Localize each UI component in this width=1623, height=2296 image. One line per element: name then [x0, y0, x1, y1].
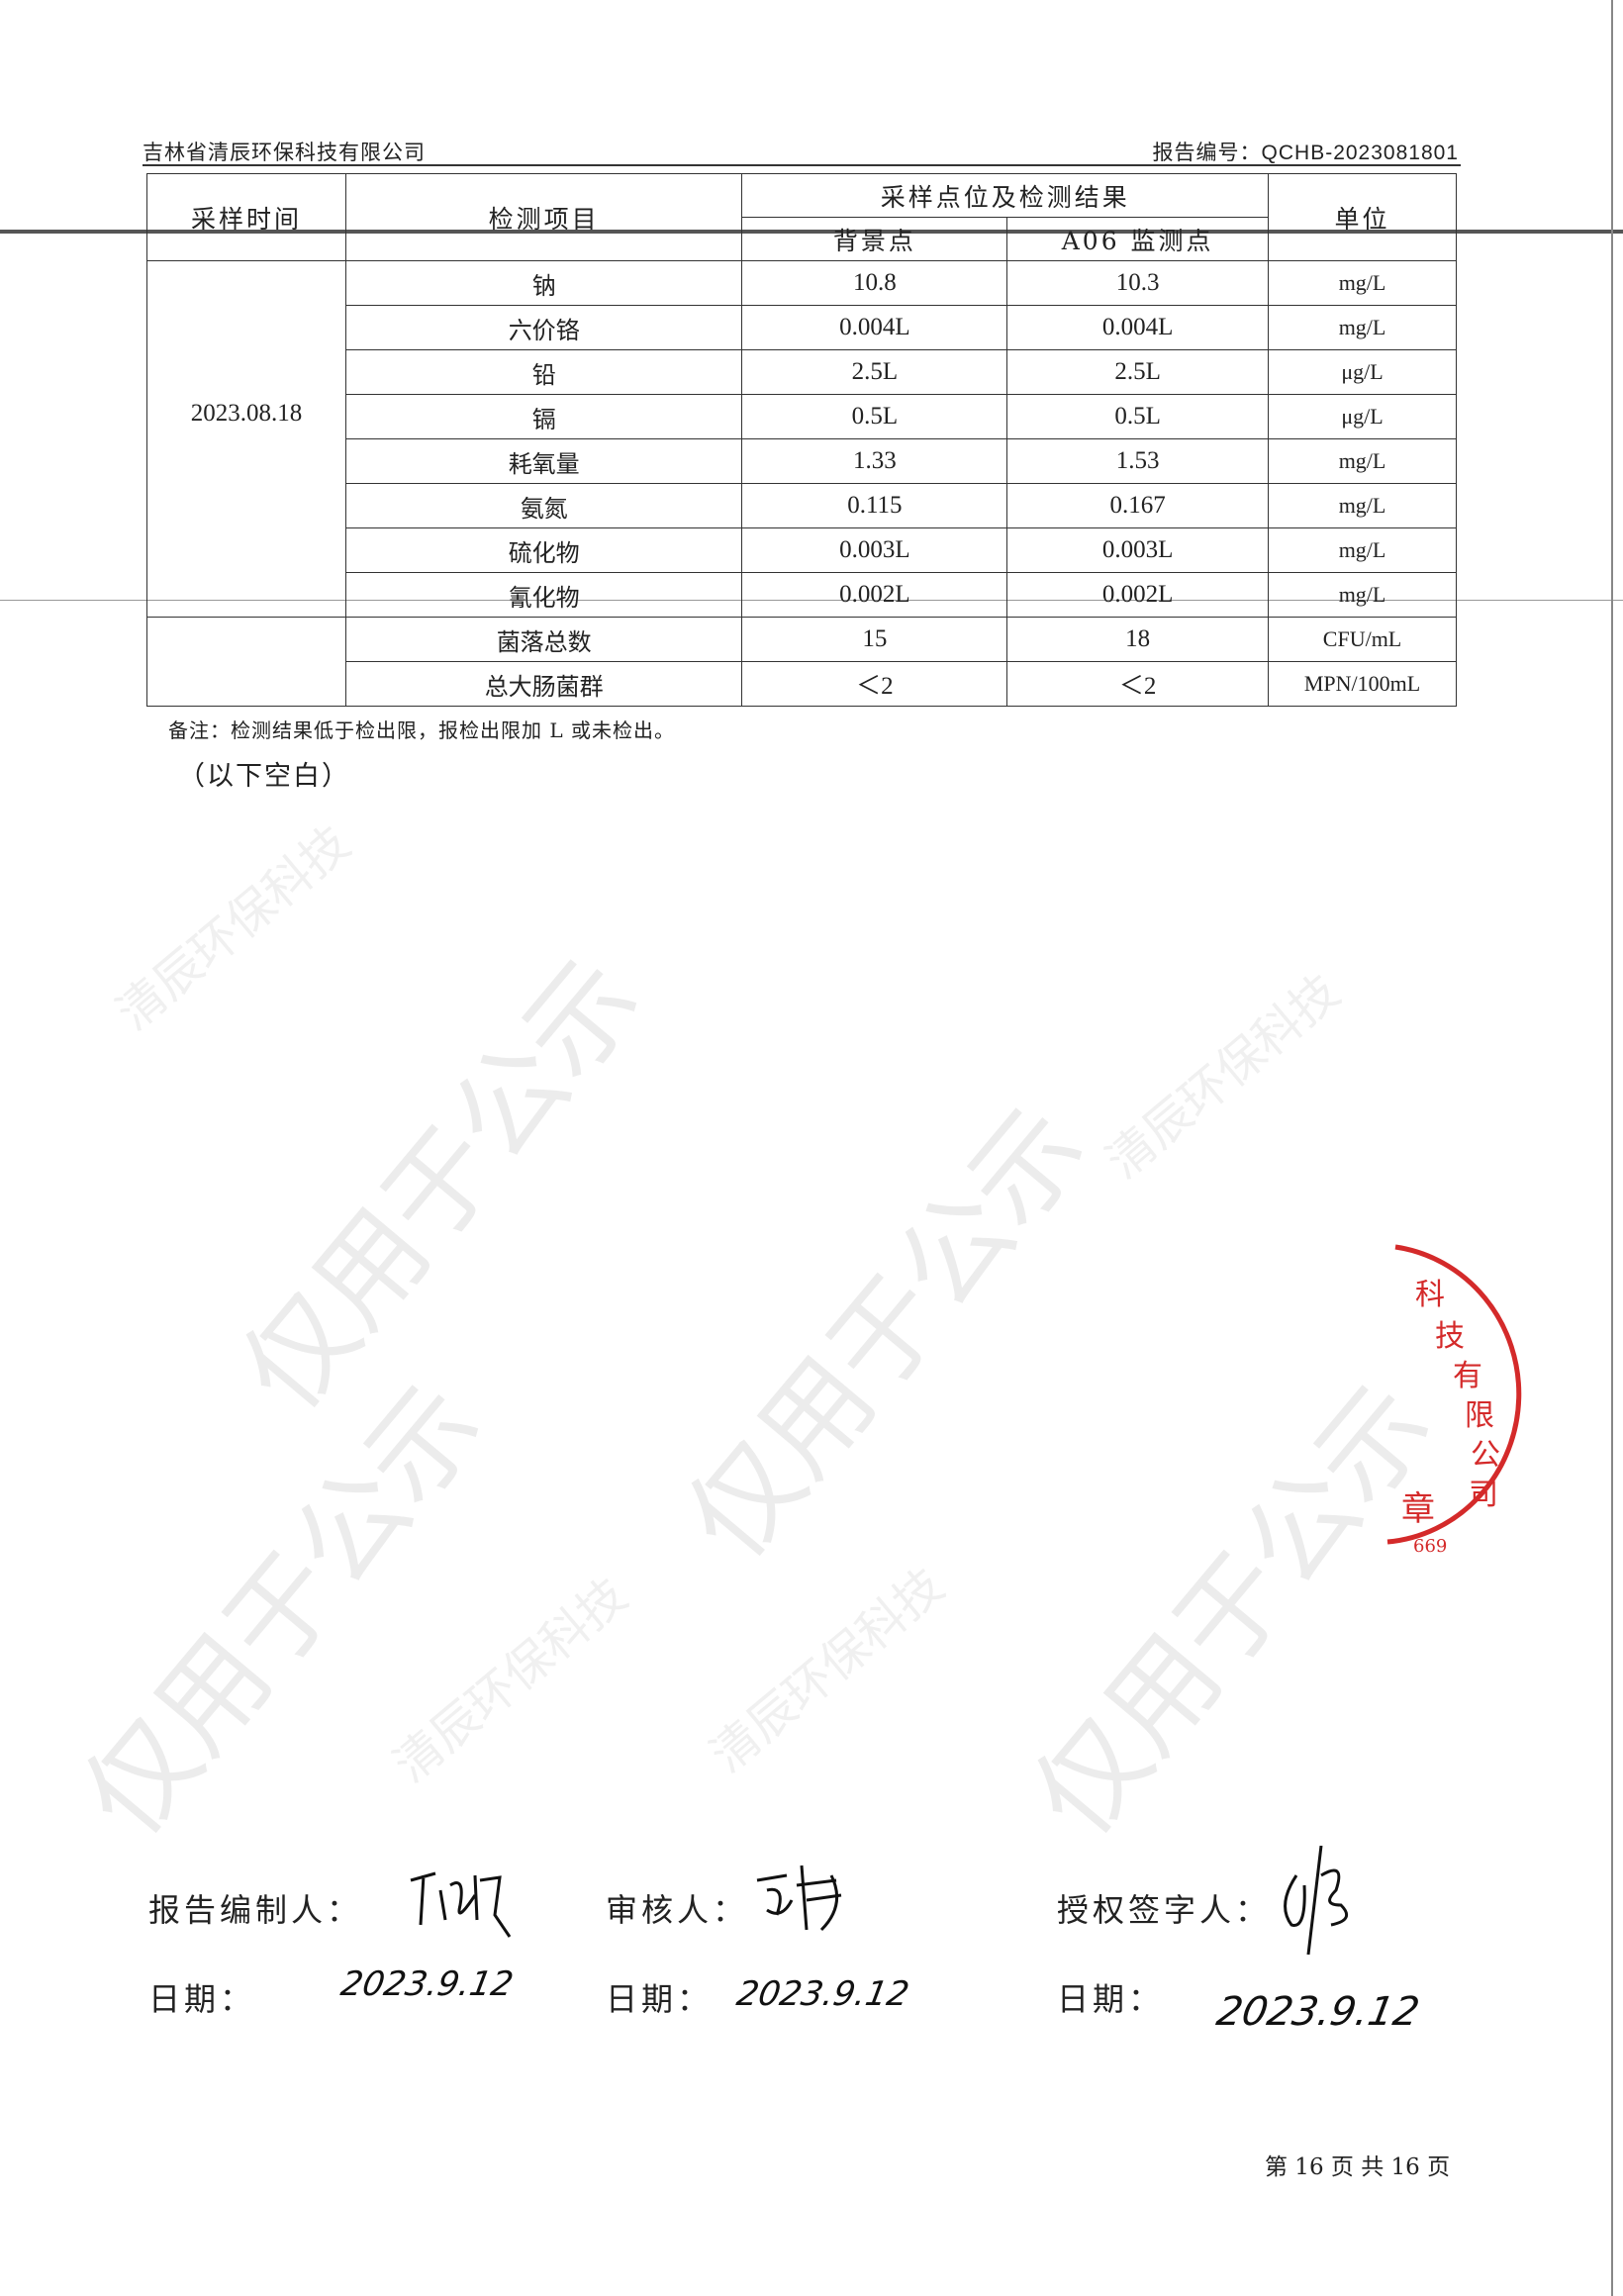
- background-value: 10.8: [741, 260, 1008, 306]
- item-name: 总大肠菌群: [344, 661, 743, 707]
- table-row: 总大肠菌群 ＜2 ＜2 MPN/100mL: [147, 661, 1457, 707]
- compiler-signature: [410, 1871, 512, 1938]
- authorizer-label: 授权签字人：: [1057, 1891, 1272, 1929]
- item-name: 钠: [344, 260, 743, 306]
- reviewer-signature: [756, 1865, 842, 1932]
- company-name: 吉林省清辰环保科技有限公司: [143, 141, 426, 164]
- authorizer-date-label: 日期：: [1057, 1980, 1165, 2018]
- compiler-label: 报告编制人：: [148, 1891, 363, 1929]
- unit: mg/L: [1268, 438, 1457, 484]
- background-value: 0.5L: [741, 394, 1008, 439]
- watermark: 清辰环保科技: [700, 1558, 955, 1784]
- unit: mg/L: [1268, 527, 1457, 573]
- background-value: 1.33: [741, 438, 1008, 484]
- watermark: 清辰环保科技: [106, 815, 361, 1042]
- page-number: 第 16 页 共 16 页: [1265, 2154, 1451, 2180]
- watermark: 仅用于公示: [662, 1084, 1110, 1582]
- table-row: 硫化物 0.003L 0.003L mg/L: [147, 527, 1457, 573]
- stamp-char: 公: [1471, 1438, 1500, 1473]
- header-background: 背景点: [741, 217, 1008, 261]
- header-item: 检测项目: [344, 173, 743, 261]
- sampling-date-empty: [146, 617, 346, 707]
- background-value: 0.115: [741, 483, 1008, 528]
- watermark: 仅用于公示: [58, 1361, 507, 1860]
- item-name: 六价铬: [344, 305, 743, 350]
- unit: MPN/100mL: [1268, 661, 1457, 707]
- stamp-code: 669: [1413, 1536, 1447, 1557]
- background-value: 2.5L: [741, 349, 1008, 395]
- authorizer-signature: [1284, 1846, 1349, 1956]
- stamp-char: 科: [1415, 1278, 1445, 1312]
- watermark: 仅用于公示: [217, 935, 665, 1434]
- stamp-char: 技: [1435, 1319, 1465, 1354]
- reviewer-date: 2023.9.12: [733, 1974, 912, 2014]
- item-name: 铅: [344, 349, 743, 395]
- table-row: 耗氧量 1.33 1.53 mg/L: [147, 438, 1457, 484]
- a06-value: 1.53: [1006, 438, 1270, 484]
- table-row: 铅 2.5L 2.5L μg/L: [147, 349, 1457, 395]
- company-stamp: 章 669 科技有限公司: [1386, 1244, 1522, 1557]
- item-name: 耗氧量: [344, 438, 743, 484]
- header-rule: [143, 164, 1461, 166]
- blank-marker: （以下空白）: [178, 761, 350, 792]
- a06-value: 0.004L: [1006, 305, 1270, 350]
- background-value: ＜2: [741, 661, 1008, 707]
- background-value: 0.004L: [741, 305, 1008, 350]
- header-results-group: 采样点位及检测结果: [741, 173, 1270, 218]
- reviewer-label: 审核人：: [606, 1891, 749, 1929]
- table-row: 2023.08.18 钠 10.8 10.3 mg/L: [146, 260, 1457, 618]
- unit: mg/L: [1268, 483, 1457, 528]
- background-value: 0.002L: [741, 572, 1008, 618]
- unit: CFU/mL: [1268, 617, 1457, 662]
- background-value: 15: [741, 617, 1008, 662]
- a06-value: 10.3: [1006, 260, 1270, 306]
- a06-value: 0.003L: [1006, 527, 1270, 573]
- sampling-date: 2023.08.18: [146, 260, 346, 618]
- a06-value: ＜2: [1006, 661, 1270, 707]
- a06-value: 0.002L: [1006, 572, 1270, 618]
- item-name: 菌落总数: [344, 617, 743, 662]
- a06-value: 0.167: [1006, 483, 1270, 528]
- a06-value: 18: [1006, 617, 1270, 662]
- compiler-date-label: 日期：: [148, 1980, 256, 2018]
- item-name: 氰化物: [344, 572, 743, 618]
- header-a06: A06 监测点: [1006, 217, 1270, 261]
- reviewer-date-label: 日期：: [606, 1980, 714, 2018]
- unit: mg/L: [1268, 572, 1457, 618]
- authorizer-date: 2023.9.12: [1212, 1989, 1423, 2035]
- watermark: 清辰环保科技: [1096, 964, 1351, 1191]
- unit: μg/L: [1268, 394, 1457, 439]
- unit: mg/L: [1268, 305, 1457, 350]
- a06-value: 0.5L: [1006, 394, 1270, 439]
- stamp-char: 有: [1453, 1359, 1482, 1393]
- results-table: 采样时间 检测项目 采样点位及检测结果 单位 背景点 A06 监测点 2023.…: [146, 173, 1457, 707]
- watermark: 清辰环保科技: [383, 1568, 638, 1794]
- table-row: 菌落总数 15 18 CFU/mL: [146, 617, 1457, 707]
- report-number: 报告编号：QCHB-2023081801: [1152, 142, 1459, 164]
- stamp-char: 司: [1469, 1478, 1498, 1512]
- header-unit: 单位: [1268, 173, 1457, 261]
- compiler-date: 2023.9.12: [337, 1964, 517, 2004]
- item-name: 镉: [344, 394, 743, 439]
- stamp-char: 限: [1465, 1398, 1494, 1433]
- background-value: 0.003L: [741, 527, 1008, 573]
- page-edge: [1611, 0, 1613, 2296]
- table-note: 备注：检测结果低于检出限，报检出限加 L 或未检出。: [168, 718, 675, 742]
- a06-value: 2.5L: [1006, 349, 1270, 395]
- item-name: 硫化物: [344, 527, 743, 573]
- unit: μg/L: [1268, 349, 1457, 395]
- table-row: 六价铬 0.004L 0.004L mg/L: [147, 305, 1457, 350]
- stamp-suffix: 章: [1401, 1489, 1435, 1529]
- unit: mg/L: [1268, 260, 1457, 306]
- header-sampling-time: 采样时间: [146, 173, 346, 261]
- item-name: 氨氮: [344, 483, 743, 528]
